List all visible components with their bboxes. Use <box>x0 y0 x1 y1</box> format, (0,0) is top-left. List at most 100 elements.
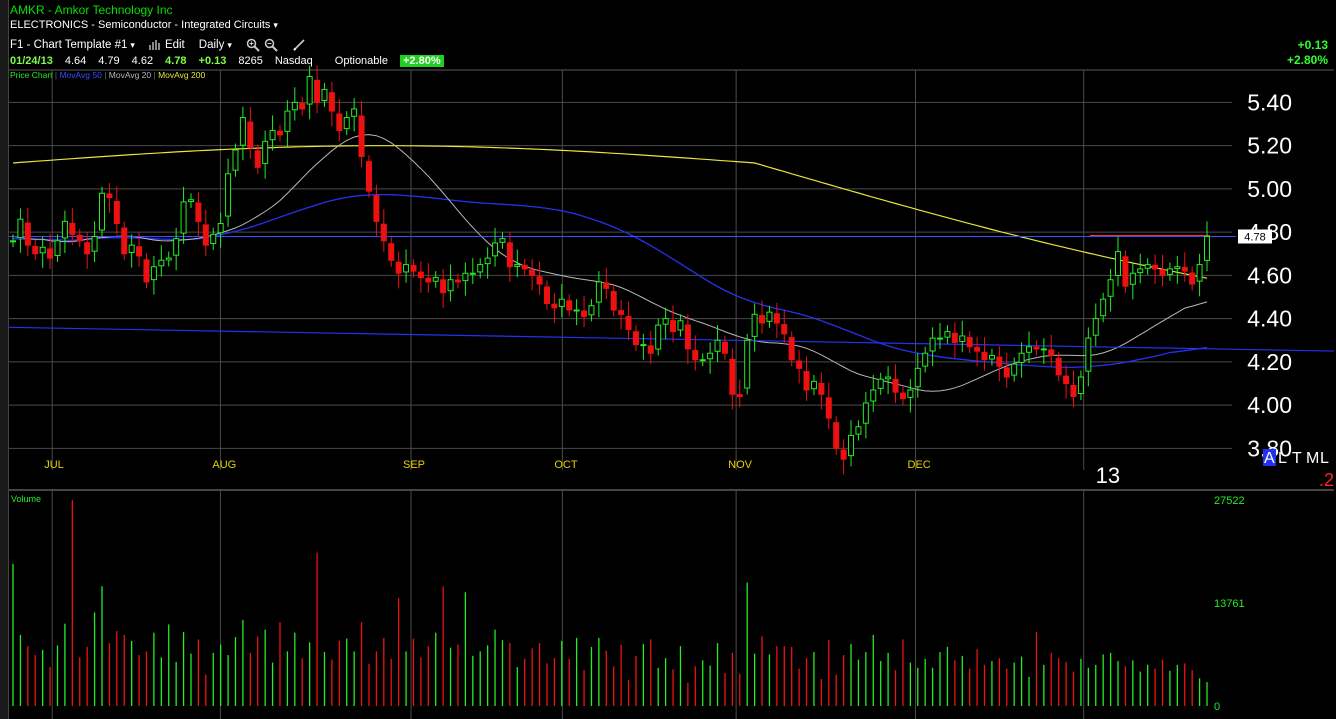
candle-body <box>232 149 239 171</box>
period-button[interactable]: M <box>1306 450 1319 467</box>
period-button[interactable]: A <box>1264 450 1275 467</box>
candle-body <box>1085 337 1092 372</box>
candle-body <box>736 394 743 397</box>
candle-body <box>1137 268 1144 274</box>
candle-body <box>492 242 499 257</box>
candle-body <box>551 303 558 309</box>
candle-body <box>914 367 921 388</box>
quote-low: 4.62 <box>131 54 154 67</box>
candle-body <box>877 378 884 389</box>
candle-body <box>462 272 469 282</box>
candle-body <box>640 344 647 347</box>
candle-body <box>1003 367 1010 378</box>
year-label: 13 <box>1096 463 1120 488</box>
candle-body <box>966 337 973 348</box>
window-frame <box>0 0 9 719</box>
y-tick-label: 4.00 <box>1247 392 1292 418</box>
period-button[interactable]: T <box>1292 450 1302 467</box>
candle-body <box>870 389 877 402</box>
quote-exchange: Nasdaq <box>274 54 313 67</box>
y-tick-label: 5.00 <box>1247 176 1292 202</box>
candle-body <box>484 257 491 265</box>
zoom-out-icon <box>264 38 278 52</box>
zoom-out-button[interactable] <box>264 38 278 52</box>
candle-body <box>729 358 736 395</box>
volume-title: Volume <box>11 494 41 504</box>
y-tick-label: 5.40 <box>1247 89 1292 115</box>
period-dropdown[interactable]: Daily ▾ <box>199 39 232 51</box>
chevron-down-icon: ▾ <box>130 39 135 50</box>
candle-body <box>499 238 506 243</box>
candle-body <box>1063 375 1070 385</box>
month-label: OCT <box>554 459 578 471</box>
last-price-tag: 4.78 <box>1238 229 1272 244</box>
candle-body <box>937 337 944 340</box>
last-price-tag-label: 4.78 <box>1244 231 1265 243</box>
candle-body <box>1115 251 1122 277</box>
period-button[interactable]: L <box>1278 450 1287 467</box>
candle-body <box>506 242 513 268</box>
candle-body <box>536 276 543 285</box>
candle-body <box>447 279 454 292</box>
legend-ma20: MovAvg 20 <box>108 70 152 80</box>
candle-body <box>825 397 832 419</box>
candle-body <box>395 261 402 274</box>
candle-body <box>988 354 995 360</box>
candle-body <box>1189 272 1196 285</box>
change-pct: +2.80% <box>1286 53 1328 67</box>
candle-body <box>1048 349 1055 356</box>
zoom-in-button[interactable] <box>246 38 260 52</box>
candle-body <box>521 264 528 270</box>
candle-body <box>788 337 795 361</box>
candle-body <box>862 402 869 424</box>
candle-body <box>254 150 261 168</box>
template-label: F1 - Chart Template #1 <box>10 39 128 51</box>
candle-body <box>1174 266 1181 270</box>
candle-body <box>514 264 521 267</box>
candle-body <box>365 161 372 192</box>
zoom-in-icon <box>246 38 260 52</box>
candle-body <box>810 380 817 390</box>
candle-body <box>32 245 39 255</box>
price-legend: Price Chart | MovAvg 50 | MovAvg 20 | Mo… <box>10 70 206 80</box>
volume-tick-label: 0 <box>1214 701 1220 713</box>
candle-body <box>848 434 855 457</box>
y-tick-label: 4.60 <box>1247 262 1292 288</box>
draw-tool-button[interactable] <box>292 38 306 52</box>
month-label: DEC <box>908 459 931 471</box>
chevron-down-icon: ▾ <box>273 20 278 30</box>
ma50-extension-line <box>8 326 1335 352</box>
candle-body <box>225 173 232 217</box>
candle-body <box>1011 363 1018 376</box>
candle-body <box>566 300 573 311</box>
template-dropdown[interactable]: F1 - Chart Template #1 ▾ <box>10 39 135 51</box>
candle-body <box>210 233 217 245</box>
candle-body <box>803 371 810 391</box>
toolbar: F1 - Chart Template #1 ▾ Edit Daily ▾ <box>10 36 320 54</box>
edit-button[interactable]: Edit <box>148 39 185 51</box>
candle-body <box>699 359 706 362</box>
candle-body <box>951 332 958 343</box>
candle-body <box>180 201 187 234</box>
candle-body <box>195 202 202 222</box>
edit-label: Edit <box>164 39 185 51</box>
candle-body <box>684 324 691 350</box>
candle-body <box>136 246 143 257</box>
candle-body <box>744 339 751 389</box>
period-button[interactable]: L <box>1320 450 1329 467</box>
candle-body <box>655 324 662 350</box>
change-box: +0.13 +2.80% <box>1287 38 1328 68</box>
symbol-title: AMKR - Amkor Technology Inc <box>10 3 173 17</box>
candle-body <box>1026 346 1033 353</box>
candle-body <box>306 75 313 105</box>
legend-price: Price Chart <box>10 70 53 80</box>
period-label: Daily <box>198 39 225 51</box>
month-label: AUG <box>212 459 236 471</box>
sector-line[interactable]: ELECTRONICS - Semiconductor - Integrated… <box>10 19 278 31</box>
candle-body <box>128 244 135 253</box>
candle-body <box>781 324 788 335</box>
candle-body <box>69 222 76 235</box>
candle-body <box>299 102 306 110</box>
candle-body <box>573 309 580 312</box>
